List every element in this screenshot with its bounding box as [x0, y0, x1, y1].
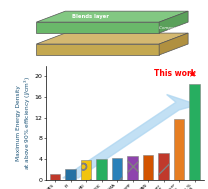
Bar: [96, 160, 107, 180]
Bar: [158, 153, 169, 180]
Polygon shape: [63, 94, 198, 178]
Text: Blends layer: Blends layer: [72, 14, 109, 19]
Bar: [143, 155, 154, 180]
Bar: [81, 160, 92, 180]
Polygon shape: [159, 33, 188, 55]
Polygon shape: [36, 33, 188, 44]
Polygon shape: [36, 22, 159, 33]
Bar: [174, 119, 184, 180]
Bar: [189, 84, 200, 180]
Y-axis label: Maximum Energy Density
at above 90% efficiency (J/cm$^3$): Maximum Energy Density at above 90% effi…: [16, 76, 33, 170]
Bar: [127, 156, 138, 180]
Text: ★: ★: [188, 69, 197, 79]
Text: Composite layer: Composite layer: [159, 26, 193, 30]
Polygon shape: [36, 44, 159, 55]
Bar: [112, 158, 123, 180]
Polygon shape: [159, 11, 188, 33]
Bar: [50, 174, 61, 180]
Text: This work: This work: [154, 69, 198, 78]
Bar: [65, 169, 76, 180]
Polygon shape: [36, 11, 188, 22]
